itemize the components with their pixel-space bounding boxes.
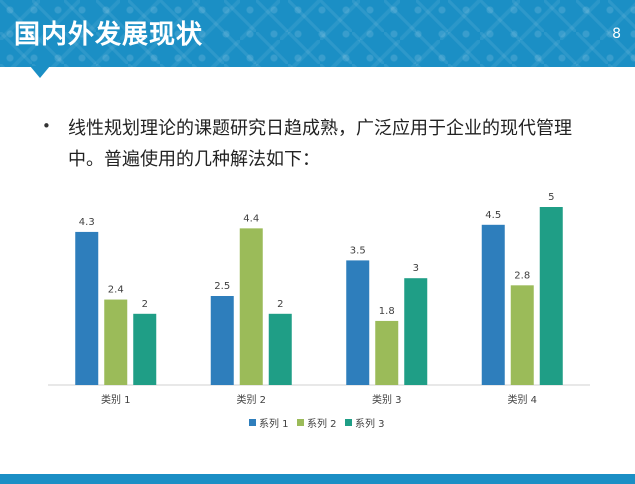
data-label: 2.8 <box>514 270 530 281</box>
data-label: 5 <box>548 192 554 203</box>
bar-chart: 4.3 2.4 2 类别 1 2.5 4.4 2 类别 2 3.5 1.8 3 类别 3 4.5 2.8 5… <box>48 192 590 430</box>
data-label: 4.4 <box>243 213 259 224</box>
data-label: 2.5 <box>214 281 230 292</box>
header-pointer <box>30 66 50 78</box>
x-tick-label: 类别 2 <box>236 393 266 406</box>
bar <box>481 224 505 385</box>
slide-footer <box>0 474 635 484</box>
data-label: 2.4 <box>108 285 124 296</box>
bullet-icon: • <box>42 117 51 135</box>
legend-label: 系列 3 <box>355 417 385 430</box>
bullet-text: 线性规划理论的课题研究日趋成熟，广泛应用于企业的现代管理中。普遍使用的几种解法如… <box>68 118 572 170</box>
bar <box>210 296 234 385</box>
legend-swatch <box>345 419 352 426</box>
data-label: 3 <box>413 263 419 274</box>
data-label: 2 <box>277 299 283 310</box>
bar <box>268 313 292 385</box>
slide-header: 国内外发展现状 8 <box>0 0 635 67</box>
legend-label: 系列 1 <box>259 417 289 430</box>
legend-label: 系列 2 <box>307 417 337 430</box>
bar <box>375 320 399 385</box>
page-number: 8 <box>612 26 621 42</box>
slide-title: 国内外发展现状 <box>14 20 204 50</box>
data-label: 2 <box>142 299 148 310</box>
x-tick-label: 类别 1 <box>101 393 131 406</box>
x-tick-label: 类别 3 <box>372 393 402 406</box>
bar <box>75 231 99 385</box>
x-tick-label: 类别 4 <box>507 393 537 406</box>
bar <box>239 228 263 385</box>
bar <box>510 285 534 385</box>
legend-swatch <box>297 419 304 426</box>
data-label: 4.3 <box>79 217 95 228</box>
bar <box>404 278 428 385</box>
bar <box>539 207 563 385</box>
header-pattern <box>0 0 635 67</box>
legend-swatch <box>249 419 256 426</box>
bar <box>104 299 128 385</box>
bar <box>133 313 157 385</box>
data-label: 1.8 <box>379 306 395 317</box>
bar <box>346 260 370 385</box>
data-label: 3.5 <box>350 245 366 256</box>
data-label: 4.5 <box>485 210 501 221</box>
